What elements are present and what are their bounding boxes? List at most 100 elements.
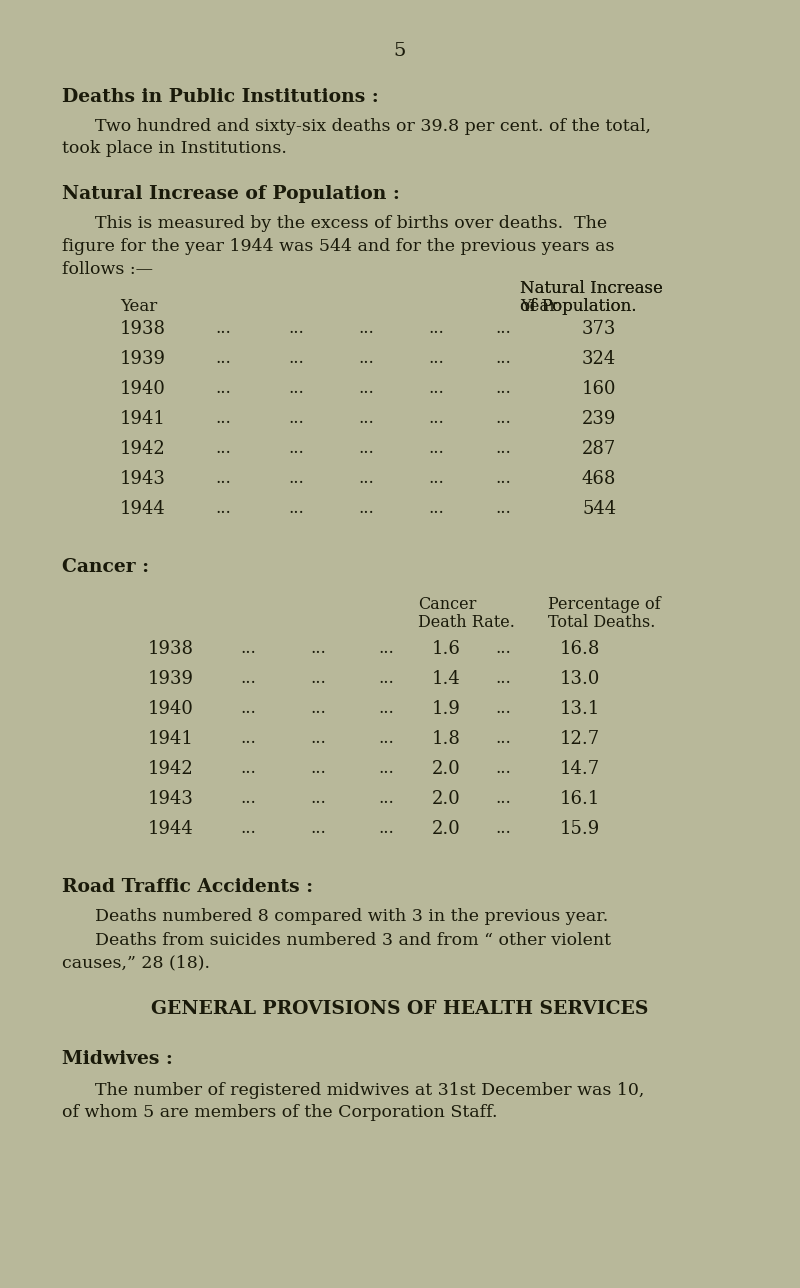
Text: ...: ... — [240, 730, 256, 747]
Text: ...: ... — [288, 380, 304, 397]
Text: of whom 5 are members of the Corporation Staff.: of whom 5 are members of the Corporation… — [62, 1104, 498, 1121]
Text: 1944: 1944 — [120, 500, 166, 518]
Text: Natural Increase of Population :: Natural Increase of Population : — [62, 185, 400, 204]
Text: ...: ... — [495, 500, 510, 516]
Text: 1944: 1944 — [148, 820, 194, 838]
Text: 468: 468 — [582, 470, 616, 488]
Text: 1.9: 1.9 — [432, 699, 461, 717]
Text: ...: ... — [378, 699, 394, 717]
Text: 2.0: 2.0 — [432, 790, 461, 808]
Text: ...: ... — [428, 440, 444, 457]
Text: ...: ... — [495, 350, 510, 367]
Text: ...: ... — [215, 319, 230, 337]
Text: ...: ... — [358, 319, 374, 337]
Text: ...: ... — [288, 350, 304, 367]
Text: 12.7: 12.7 — [560, 730, 600, 748]
Text: ...: ... — [240, 760, 256, 777]
Text: 1943: 1943 — [120, 470, 166, 488]
Text: Deaths from suicides numbered 3 and from “ other violent: Deaths from suicides numbered 3 and from… — [95, 933, 611, 949]
Text: ...: ... — [240, 699, 256, 717]
Text: ...: ... — [288, 319, 304, 337]
Text: Natural Increase: Natural Increase — [520, 279, 663, 298]
Text: 13.1: 13.1 — [560, 699, 600, 717]
Text: of Population.: of Population. — [520, 298, 637, 316]
Text: ...: ... — [215, 350, 230, 367]
Text: ...: ... — [310, 640, 326, 657]
Text: ...: ... — [215, 470, 230, 487]
Text: 373: 373 — [582, 319, 616, 337]
Text: ...: ... — [240, 640, 256, 657]
Text: Year: Year — [520, 298, 558, 316]
Text: 1941: 1941 — [148, 730, 194, 748]
Text: 5: 5 — [394, 43, 406, 61]
Text: Natural Increase: Natural Increase — [520, 279, 663, 298]
Text: 1941: 1941 — [120, 410, 166, 428]
Text: GENERAL PROVISIONS OF HEALTH SERVICES: GENERAL PROVISIONS OF HEALTH SERVICES — [151, 999, 649, 1018]
Text: 1938: 1938 — [120, 319, 166, 337]
Text: ...: ... — [358, 500, 374, 516]
Text: ...: ... — [495, 730, 510, 747]
Text: ...: ... — [378, 670, 394, 687]
Text: 16.1: 16.1 — [560, 790, 600, 808]
Text: ...: ... — [495, 440, 510, 457]
Text: ...: ... — [288, 410, 304, 428]
Text: ...: ... — [378, 640, 394, 657]
Text: ...: ... — [240, 670, 256, 687]
Text: This is measured by the excess of births over deaths.  The: This is measured by the excess of births… — [95, 215, 607, 232]
Text: ...: ... — [428, 410, 444, 428]
Text: Total Deaths.: Total Deaths. — [548, 614, 655, 631]
Text: Year: Year — [120, 298, 158, 316]
Text: ...: ... — [240, 820, 256, 837]
Text: ...: ... — [378, 820, 394, 837]
Text: took place in Institutions.: took place in Institutions. — [62, 140, 287, 157]
Text: follows :—: follows :— — [62, 261, 153, 278]
Text: ...: ... — [495, 820, 510, 837]
Text: ...: ... — [310, 699, 326, 717]
Text: 2.0: 2.0 — [432, 760, 461, 778]
Text: Deaths in Public Institutions :: Deaths in Public Institutions : — [62, 88, 378, 106]
Text: ...: ... — [495, 470, 510, 487]
Text: Midwives :: Midwives : — [62, 1050, 173, 1068]
Text: figure for the year 1944 was 544 and for the previous years as: figure for the year 1944 was 544 and for… — [62, 238, 614, 255]
Text: 1940: 1940 — [120, 380, 166, 398]
Text: ...: ... — [215, 500, 230, 516]
Text: ...: ... — [495, 790, 510, 808]
Text: 324: 324 — [582, 350, 616, 368]
Text: causes,” 28 (18).: causes,” 28 (18). — [62, 954, 210, 971]
Text: 1942: 1942 — [120, 440, 166, 459]
Text: Deaths numbered 8 compared with 3 in the previous year.: Deaths numbered 8 compared with 3 in the… — [95, 908, 608, 925]
Text: ...: ... — [428, 380, 444, 397]
Text: ...: ... — [358, 440, 374, 457]
Text: ...: ... — [428, 350, 444, 367]
Text: ...: ... — [288, 500, 304, 516]
Text: ...: ... — [428, 470, 444, 487]
Text: ...: ... — [215, 440, 230, 457]
Text: ...: ... — [215, 410, 230, 428]
Text: Cancer :: Cancer : — [62, 558, 149, 576]
Text: 16.8: 16.8 — [560, 640, 600, 658]
Text: ...: ... — [428, 319, 444, 337]
Text: 1.8: 1.8 — [432, 730, 461, 748]
Text: ...: ... — [495, 380, 510, 397]
Text: ...: ... — [495, 410, 510, 428]
Text: 2.0: 2.0 — [432, 820, 461, 838]
Text: ...: ... — [378, 790, 394, 808]
Text: 239: 239 — [582, 410, 616, 428]
Text: ...: ... — [310, 760, 326, 777]
Text: ...: ... — [310, 790, 326, 808]
Text: 544: 544 — [582, 500, 616, 518]
Text: ...: ... — [378, 730, 394, 747]
Text: 1938: 1938 — [148, 640, 194, 658]
Text: ...: ... — [215, 380, 230, 397]
Text: The number of registered midwives at 31st December was 10,: The number of registered midwives at 31s… — [95, 1082, 644, 1099]
Text: ...: ... — [358, 470, 374, 487]
Text: ...: ... — [358, 380, 374, 397]
Text: ...: ... — [495, 670, 510, 687]
Text: 1939: 1939 — [120, 350, 166, 368]
Text: 15.9: 15.9 — [560, 820, 600, 838]
Text: ...: ... — [310, 730, 326, 747]
Text: Two hundred and sixty-six deaths or 39.8 per cent. of the total,: Two hundred and sixty-six deaths or 39.8… — [95, 118, 651, 135]
Text: ...: ... — [495, 760, 510, 777]
Text: ...: ... — [310, 670, 326, 687]
Text: 160: 160 — [582, 380, 617, 398]
